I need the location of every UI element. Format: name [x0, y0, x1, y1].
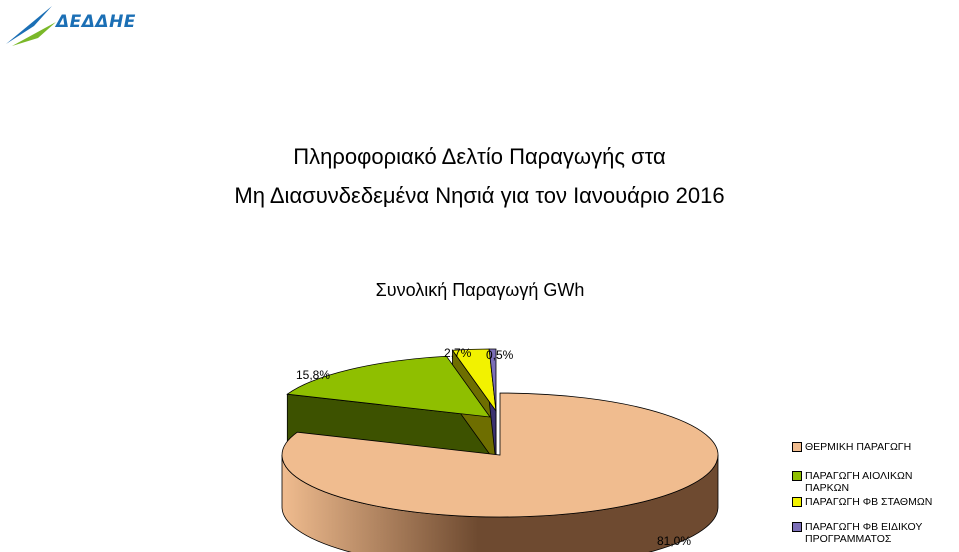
chart-title: Συνολική Παραγωγή GWh [375, 280, 585, 300]
pie-slice-thermal [281, 392, 719, 518]
data-label-pv-stations: 2,7% [444, 346, 472, 360]
logo-swoosh-blue-icon [6, 6, 52, 44]
logo-text: ΔΕΔΔΗΕ [56, 12, 136, 32]
legend-label: ΠΑΡΑΓΩΓΗ ΦΒ ΕΙΔΙΚΟΥ ΠΡΟΓΡΑΜΜΑΤΟΣ [805, 521, 923, 545]
data-label-thermal: 81,0% [657, 534, 692, 548]
data-label-wind: 15,8% [296, 368, 331, 382]
legend-swatch [792, 442, 802, 452]
legend-swatch [792, 522, 802, 532]
legend-label: ΠΑΡΑΓΩΓΗ ΦΒ ΣΤΑΘΜΩΝ [805, 496, 933, 508]
company-logo [6, 6, 56, 46]
legend-label: ΘΕΡΜΙΚΗ ΠΑΡΑΓΩΓΗ [805, 441, 912, 453]
legend-item: ΠΑΡΑΓΩΓΗ ΑΙΟΛΙΚΩΝ ΠΑΡΚΩΝ [792, 470, 959, 494]
logo-swoosh-green-icon [12, 22, 56, 46]
legend-swatch [792, 497, 802, 507]
legend-item: ΘΕΡΜΙΚΗ ΠΑΡΑΓΩΓΗ [792, 441, 911, 453]
legend-label: ΠΑΡΑΓΩΓΗ ΑΙΟΛΙΚΩΝ ΠΑΡΚΩΝ [805, 470, 913, 494]
legend-item: ΠΑΡΑΓΩΓΗ ΦΒ ΣΤΑΘΜΩΝ [792, 496, 932, 508]
page-title-line-1: Πληροφοριακό Δελτίο Παραγωγής στα [293, 144, 666, 169]
page-title-line-2: Μη Διασυνδεδεμένα Νησιά για τον Ιανουάρι… [234, 183, 725, 208]
pie-slice-wind [286, 355, 491, 418]
pie-slice-pv-special [488, 348, 497, 412]
legend-swatch [792, 471, 802, 481]
legend-item: ΠΑΡΑΓΩΓΗ ΦΒ ΕΙΔΙΚΟΥ ΠΡΟΓΡΑΜΜΑΤΟΣ [792, 521, 957, 545]
data-label-pv-special: 0,5% [486, 348, 514, 362]
